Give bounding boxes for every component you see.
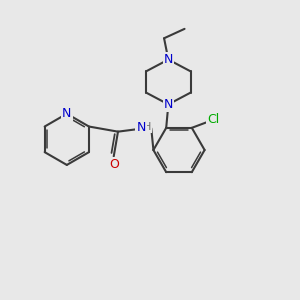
- Text: N: N: [164, 98, 173, 111]
- Text: H: H: [142, 122, 151, 132]
- Text: O: O: [109, 158, 119, 171]
- Text: Cl: Cl: [207, 113, 219, 126]
- Text: N: N: [164, 53, 173, 66]
- Text: N: N: [136, 121, 146, 134]
- Text: N: N: [62, 107, 71, 120]
